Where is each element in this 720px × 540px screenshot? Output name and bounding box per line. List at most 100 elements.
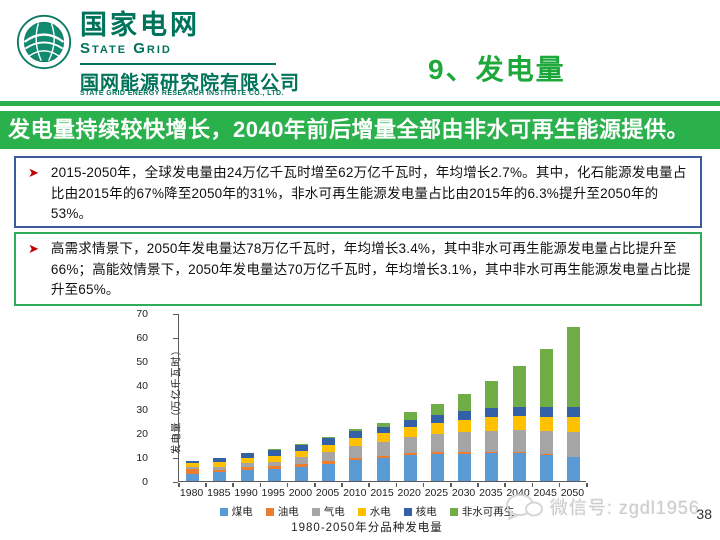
chart-legend: 煤电 油电 气电 水电 核电 非水可再生	[128, 504, 606, 519]
segment-nuclear	[539, 406, 553, 417]
segment-nuclear	[403, 420, 417, 428]
segment-hydro	[294, 450, 308, 458]
legend-swatch-hydro	[357, 507, 366, 516]
x-tick-label: 1980	[179, 487, 204, 499]
y-tick-label: 0	[142, 475, 148, 488]
segment-hydro	[566, 417, 580, 433]
x-tick-mark	[178, 483, 180, 487]
y-tick-label: 60	[136, 331, 148, 344]
bar-2050	[566, 326, 580, 481]
headline-banner: 发电量持续较快增长，2040年前后增量全部由非水可再生能源提供。	[0, 111, 720, 149]
x-tick-mark	[422, 483, 425, 487]
x-tick-label: 1995	[261, 487, 285, 499]
segment-hydro	[485, 417, 499, 431]
segment-gas	[186, 467, 200, 470]
segment-gas	[403, 437, 417, 454]
summary-text-scenarios: 高需求情景下，2050年发电量达78万亿千瓦时，年均增长3.4%，其中非水可再生…	[50, 241, 691, 298]
bar-2020	[403, 412, 417, 481]
y-tick-mark	[173, 409, 178, 411]
segment-nuclear	[566, 406, 580, 418]
x-tick-label: 1990	[234, 487, 258, 499]
institute-name-en: STATE GRID ENERGY RESEARCH INSTITUTE CO.…	[80, 90, 284, 97]
segment-hydro	[240, 457, 254, 464]
bar-2045	[539, 348, 553, 481]
y-tick-mark	[173, 361, 178, 363]
legend-label-coal: 煤电	[231, 506, 253, 518]
x-tick-mark	[286, 483, 289, 487]
x-tick-mark	[368, 483, 370, 487]
watermark-text: 微信号: zgdl1956	[550, 498, 701, 518]
wechat-icon	[506, 494, 543, 520]
segment-hydro	[512, 416, 526, 431]
generation-chart: 发电量（万亿千瓦时） 0 10 20 30 40 50 60 70 1980 1985 1990 19…	[128, 306, 606, 504]
segment-nuclear	[240, 452, 254, 458]
segment-hydro	[349, 437, 363, 447]
segment-coal	[458, 453, 472, 481]
x-tick-label: 2000	[288, 487, 313, 499]
legend-label-hydro: 水电	[369, 506, 391, 518]
segment-renewables	[349, 429, 363, 432]
brand-divider	[80, 63, 276, 65]
segment-coal	[566, 457, 580, 481]
legend-swatch-oil	[265, 507, 274, 516]
x-tick-mark	[450, 483, 452, 487]
segment-coal	[539, 454, 553, 481]
segment-renewables	[376, 422, 390, 427]
segment-gas	[485, 430, 499, 452]
segment-gas	[240, 463, 254, 468]
legend-label-nuclear: 核电	[415, 506, 437, 518]
segment-gas	[458, 432, 472, 453]
bar-1985	[213, 458, 227, 481]
segment-hydro	[376, 432, 390, 443]
segment-oil	[322, 461, 336, 464]
segment-nuclear	[512, 406, 526, 417]
segment-hydro	[403, 427, 417, 438]
segment-nuclear	[267, 450, 281, 456]
legend-item-gas: 气电	[311, 504, 345, 519]
legend-item-oil: 油电	[265, 504, 299, 519]
segment-oil	[213, 469, 227, 473]
y-tick-mark	[173, 481, 178, 483]
segment-coal	[349, 460, 363, 481]
segment-gas	[294, 457, 308, 464]
y-tick-mark	[173, 313, 178, 315]
bullet-arrow-icon: ➤	[28, 241, 39, 256]
segment-oil	[512, 452, 526, 454]
segment-coal	[430, 454, 444, 481]
y-tick-label: 70	[136, 307, 148, 320]
y-tick-mark	[173, 385, 178, 387]
x-tick-mark	[205, 483, 207, 487]
bar-1980	[186, 460, 200, 481]
segment-gas	[213, 466, 227, 470]
segment-nuclear	[213, 458, 227, 462]
x-tick-mark	[586, 483, 588, 487]
bar-2000	[294, 443, 308, 481]
y-tick-label: 30	[136, 403, 148, 416]
x-tick-label: 2015	[370, 487, 394, 499]
segment-coal	[294, 466, 308, 481]
legend-swatch-gas	[311, 507, 320, 516]
summary-box-scenarios: ➤ 高需求情景下，2050年发电量达78万亿千瓦时，年均增长3.4%，其中非水可…	[14, 232, 702, 306]
bar-2040	[512, 366, 526, 481]
page-number: 38	[696, 506, 712, 522]
x-tick-mark	[395, 483, 398, 487]
x-tick-label: 2020	[397, 487, 421, 499]
segment-gas	[376, 442, 390, 456]
segment-hydro	[458, 419, 472, 433]
segment-nuclear	[294, 444, 308, 451]
plot-area	[178, 314, 586, 482]
segment-renewables	[430, 403, 444, 416]
legend-label-gas: 气电	[323, 506, 345, 518]
segment-renewables	[403, 412, 417, 421]
bar-2005	[322, 437, 336, 481]
x-tick-mark	[531, 483, 534, 487]
segment-hydro	[322, 445, 336, 453]
bar-1990	[240, 452, 254, 481]
summary-text-global: 2015-2050年，全球发电量由24万亿千瓦时增至62万亿千瓦时，年均增长2.…	[50, 165, 687, 222]
legend-swatch-coal	[219, 507, 228, 516]
x-tick-label: 2045	[533, 487, 557, 499]
segment-gas	[512, 430, 526, 453]
x-tick-label: 2035	[479, 487, 503, 499]
segment-oil	[349, 457, 363, 461]
